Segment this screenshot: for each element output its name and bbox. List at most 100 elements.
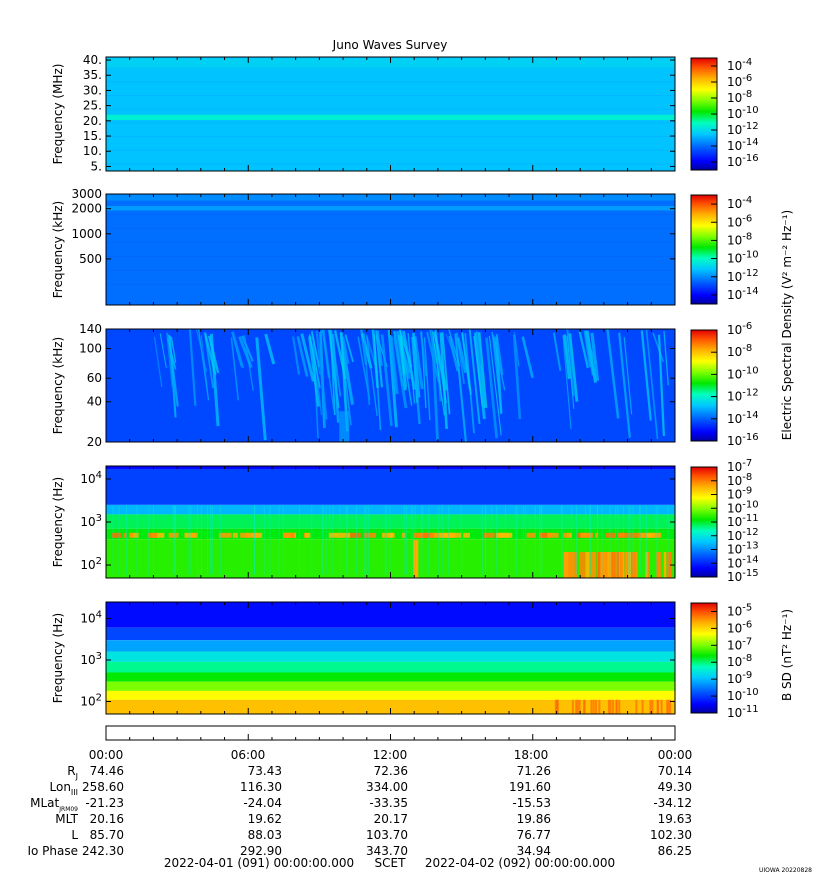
cbtick-magnetic-3: 10-8 — [727, 653, 752, 669]
ephem-value: 19.62 — [248, 812, 282, 826]
ephem-value: 334.00 — [366, 780, 408, 794]
cbtick-lfr-low-2: 10-9 — [727, 486, 752, 502]
cbtick-lfr-low-5: 10-12 — [727, 527, 759, 543]
ephem-value: 292.90 — [240, 844, 282, 858]
ytick-magnetic-2: 104 — [80, 610, 102, 626]
ytick-lfr-high-1: 40 — [87, 395, 102, 409]
cbtick-hfwbr-3: 10-10 — [727, 105, 759, 121]
ylabel-lfr-high: Frequency (kHz) — [51, 337, 65, 434]
cbtick-hfwbr-2: 10-8 — [727, 89, 752, 105]
ephem-value: -15.53 — [512, 796, 551, 810]
cbtick-magnetic-6: 10-11 — [727, 704, 759, 720]
cbtick-magnetic-1: 10-6 — [727, 619, 752, 635]
cbtick-lfr-low-1: 10-8 — [727, 472, 752, 488]
ephem-value: 242.30 — [82, 844, 124, 858]
ephemeris-table: RJ 74.46 73.43 72.36 71.26 70.14 LonIII 258.60 1… — [27, 764, 692, 858]
end-time: 2022-04-02 (092) 00:00:00.000 — [425, 856, 615, 870]
cbtick-magnetic-4: 10-9 — [727, 670, 752, 686]
ephem-value: 74.46 — [90, 764, 124, 778]
ylabel-hfr: Frequency (kHz) — [51, 201, 65, 298]
cbtick-hfr-2: 10-8 — [727, 231, 752, 247]
ephem-value: 86.25 — [658, 844, 692, 858]
start-time: 2022-04-01 (091) 00:00:00.000 — [164, 856, 354, 870]
ephem-value: -24.04 — [243, 796, 282, 810]
spectrogram-panels: 5.10.15.20.25. 30.35.40. Frequency (MHz) 50… — [51, 53, 676, 715]
cbtick-lfr-high-2: 10-10 — [727, 365, 759, 381]
ytick-hfwbr-2: 15. — [83, 129, 102, 143]
credit-label: UIOWA 20220828 — [759, 867, 812, 874]
ephem-value: 19.86 — [517, 812, 551, 826]
ylabel-lfr-low: Frequency (Hz) — [51, 477, 65, 568]
ephem-value: 258.60 — [82, 780, 124, 794]
cbtick-magnetic-5: 10-10 — [727, 687, 759, 703]
ephem-value: 70.14 — [658, 764, 692, 778]
cbtick-lfr-low-7: 10-14 — [727, 554, 759, 570]
time-tick-label: 00:00 — [658, 748, 693, 762]
ephem-value: 73.43 — [248, 764, 282, 778]
ytick-hfwbr-0: 5. — [91, 159, 102, 173]
colorbar-hfr: 10-4 10-6 10-8 10-10 10-12 10-14 — [690, 194, 759, 305]
cbtick-lfr-high-0: 10-6 — [727, 321, 752, 337]
ytick-lfr-low-2: 104 — [80, 470, 102, 486]
cbtick-magnetic-0: 10-5 — [727, 602, 752, 618]
cbtick-hfr-3: 10-10 — [727, 250, 759, 266]
ytick-hfr-1: 1000 — [71, 227, 102, 241]
colorbar-lfr-high: 10-6 10-8 10-10 10-12 10-14 10-16 — [690, 321, 759, 448]
ytick-lfr-low-0: 102 — [80, 556, 102, 572]
ephem-value: -33.35 — [369, 796, 408, 810]
ephem-name: RJ — [67, 764, 78, 781]
cbtick-magnetic-2: 10-7 — [727, 636, 752, 652]
cbtick-hfr-4: 10-12 — [727, 268, 759, 284]
ytick-lfr-high-3: 100 — [79, 342, 102, 356]
ephem-value: 71.26 — [517, 764, 551, 778]
cbtick-hfr-1: 10-6 — [727, 213, 752, 229]
spectrogram-magnetic — [106, 602, 675, 714]
ephem-value: -21.23 — [85, 796, 124, 810]
cbtick-hfwbr-6: 10-16 — [727, 153, 759, 169]
panel-hfwbr: 5.10.15.20.25. 30.35.40. Frequency (MHz) — [51, 53, 676, 173]
ytick-hfwbr-3: 20. — [83, 114, 102, 128]
ephem-value: 343.70 — [366, 844, 408, 858]
ephem-value: 34.94 — [517, 844, 551, 858]
scet-label: SCET — [375, 856, 407, 870]
ephem-value: 20.16 — [90, 812, 124, 826]
cbtick-lfr-low-4: 10-11 — [727, 513, 759, 529]
ephem-name: LonIII — [50, 780, 79, 797]
time-tick-label: 06:00 — [231, 748, 266, 762]
time-tick-label: 12:00 — [373, 748, 408, 762]
ylabel-magnetic: Frequency (Hz) — [51, 613, 65, 704]
ephem-value: 102.30 — [650, 828, 692, 842]
panel-magnetic: 102 103 104 Frequency (Hz) — [51, 601, 676, 715]
ytick-hfwbr-5: 30. — [83, 83, 102, 97]
cbtick-lfr-low-8: 10-15 — [727, 568, 759, 584]
ephem-value: 103.70 — [366, 828, 408, 842]
ytick-lfr-high-4: 140 — [79, 322, 102, 336]
ytick-magnetic-1: 103 — [80, 651, 102, 667]
ephem-value: 76.77 — [517, 828, 551, 842]
ytick-hfwbr-4: 25. — [83, 99, 102, 113]
ytick-hfwbr-7: 40. — [83, 53, 102, 67]
panel-lfr-low: 102 103 104 Frequency (Hz) — [51, 465, 676, 579]
time-axis: 00:00 06:00 12:00 18:00 00:00 — [89, 725, 693, 762]
ytick-hfwbr-6: 35. — [83, 68, 102, 82]
ephem-value: 19.63 — [658, 812, 692, 826]
cbtick-lfr-low-6: 10-13 — [727, 541, 759, 557]
ytick-hfr-3: 3000 — [71, 187, 102, 201]
ephem-value: 72.36 — [374, 764, 408, 778]
spectrogram-hfwbr — [106, 57, 675, 171]
ytick-hfr-0: 500 — [79, 252, 102, 266]
ephem-value: 88.03 — [248, 828, 282, 842]
cbtick-lfr-high-4: 10-14 — [727, 410, 759, 426]
cbtick-lfr-high-3: 10-12 — [727, 388, 759, 404]
ephem-name: Io Phase — [27, 844, 78, 858]
ephem-value: 49.30 — [658, 780, 692, 794]
cbtick-hfr-0: 10-4 — [727, 195, 752, 211]
spectrogram-lfr-high — [106, 328, 675, 442]
cbtick-lfr-low-3: 10-10 — [727, 499, 759, 515]
chart-title: Juno Waves Survey — [332, 38, 448, 52]
b-colorbar-label: B SD (nT² Hz⁻¹) — [780, 609, 794, 701]
ytick-hfwbr-1: 10. — [83, 144, 102, 158]
